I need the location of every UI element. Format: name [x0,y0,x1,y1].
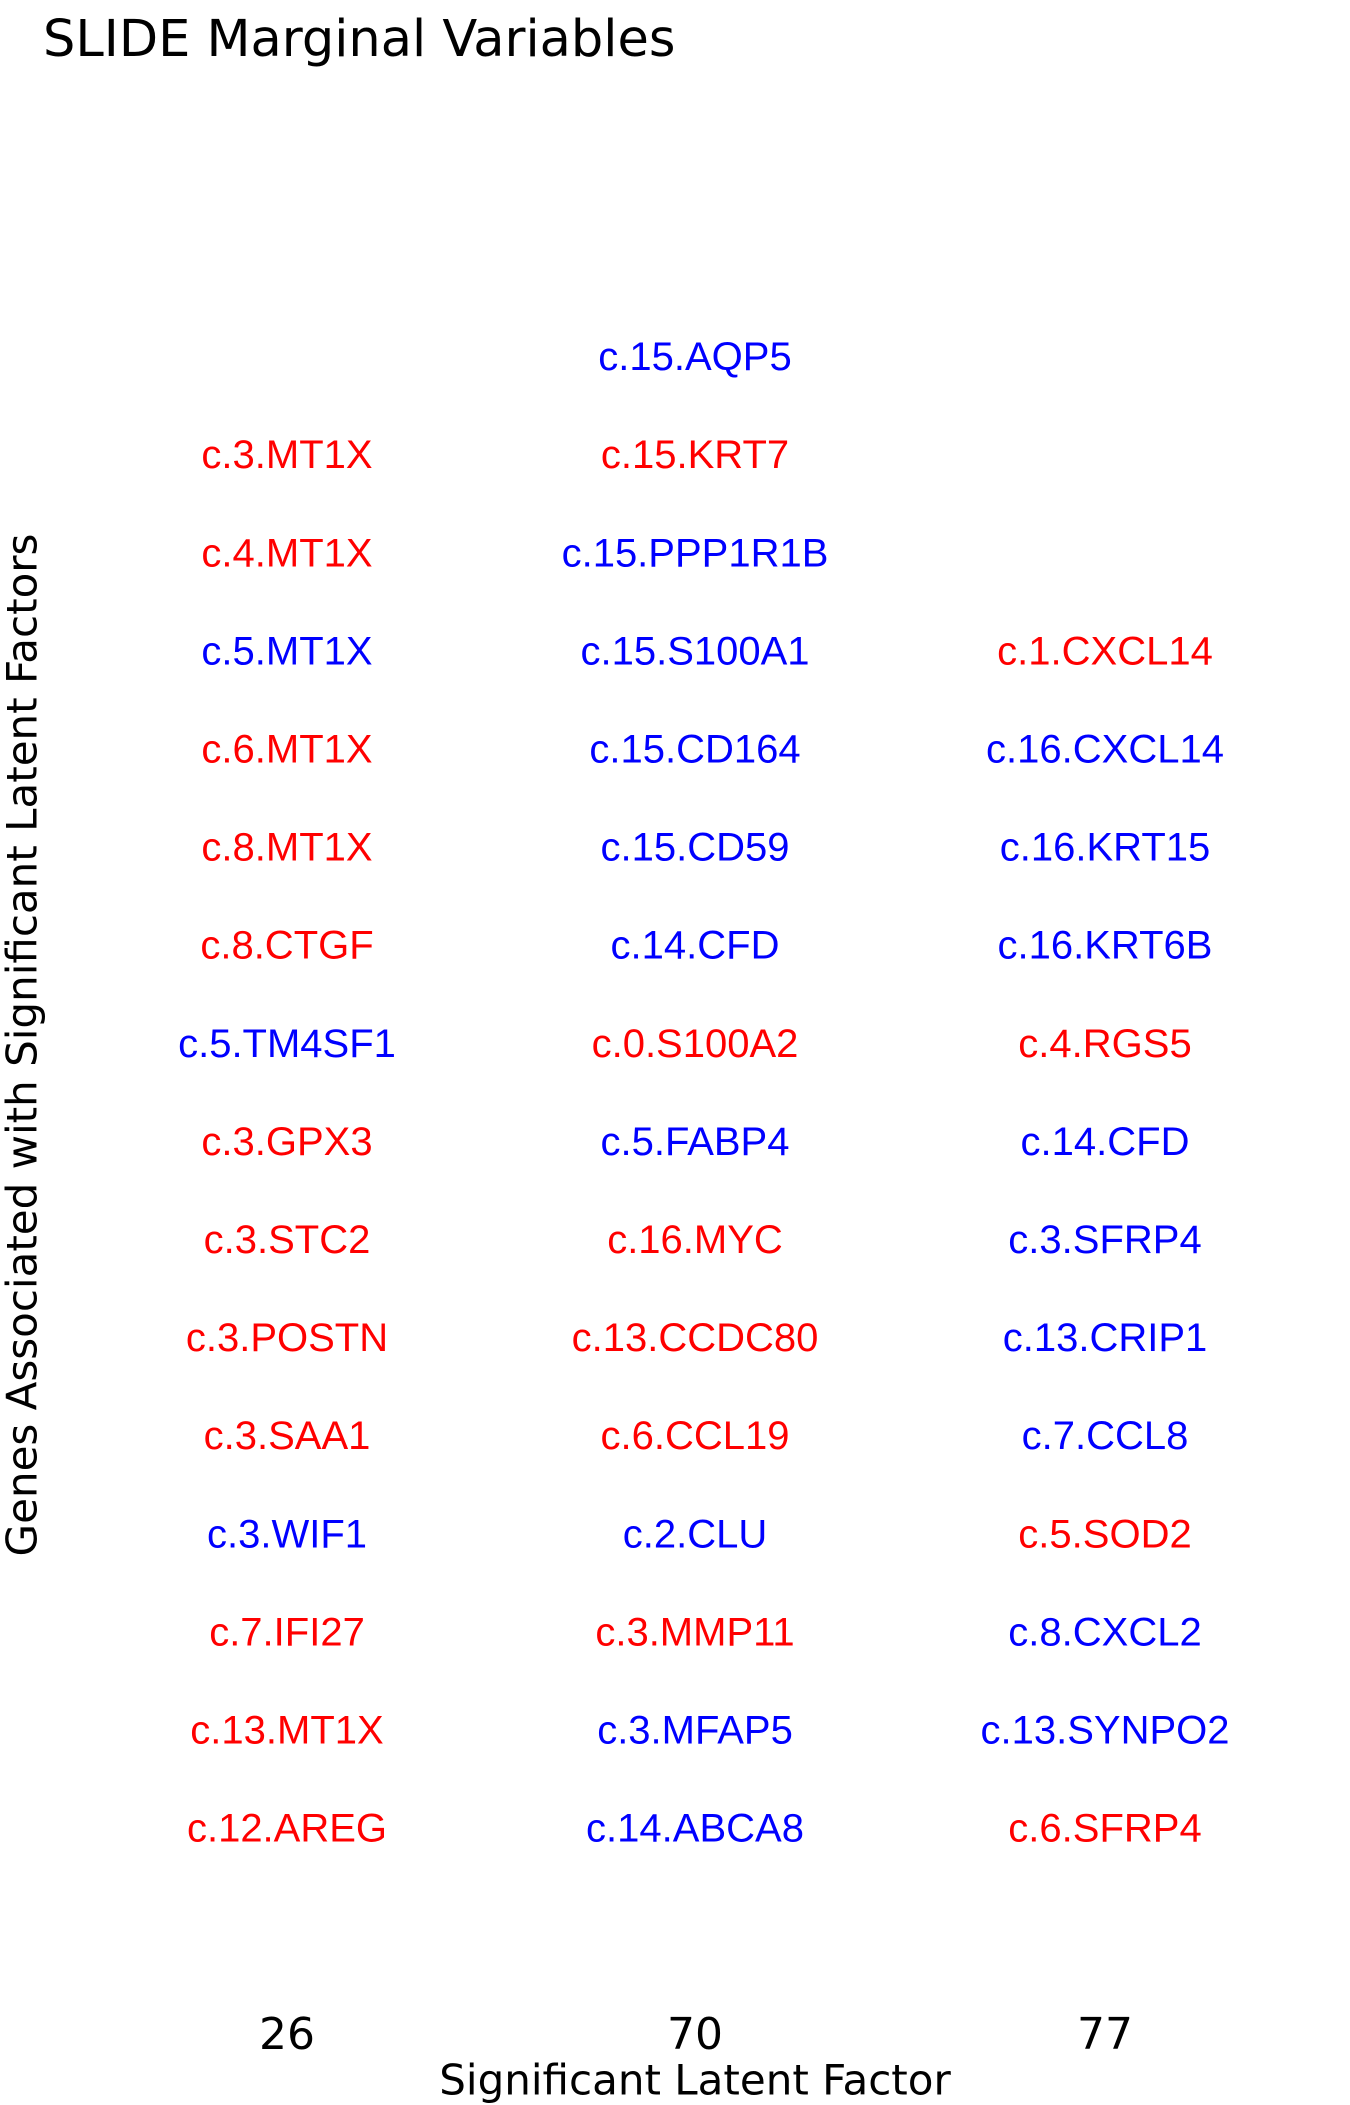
gene-label: c.4.RGS5 [1018,1022,1191,1066]
gene-label: c.16.KRT15 [1000,826,1211,870]
gene-label: c.16.CXCL14 [986,727,1224,771]
gene-label: c.5.FABP4 [601,1120,790,1164]
gene-label: c.3.MFAP5 [597,1708,793,1752]
gene-label: c.3.POSTN [186,1316,388,1360]
gene-label: c.6.CCL19 [601,1414,790,1458]
y-axis-label: Genes Associated with Significant Latent… [0,533,47,1557]
x-tick-label: 70 [667,2009,723,2060]
gene-label: c.2.CLU [623,1512,768,1556]
gene-label: c.8.CXCL2 [1008,1610,1201,1654]
chart-title: SLIDE Marginal Variables [43,10,676,69]
gene-label: c.16.KRT6B [998,924,1213,968]
gene-label: c.3.STC2 [204,1218,371,1262]
x-tick-label: 26 [259,2009,315,2060]
gene-label: c.14.CFD [611,924,780,968]
gene-label: c.4.MT1X [201,531,372,575]
gene-label: c.15.CD59 [601,826,790,870]
gene-label: c.15.KRT7 [601,433,789,477]
gene-label: c.15.CD164 [589,727,800,771]
gene-label: c.8.MT1X [201,826,372,870]
gene-label: c.14.CFD [1021,1120,1190,1164]
gene-label: c.13.CCDC80 [572,1316,819,1360]
gene-label: c.6.SFRP4 [1008,1807,1201,1851]
gene-label: c.3.MMP11 [595,1610,794,1654]
gene-label: c.0.S100A2 [592,1022,799,1066]
gene-label: c.3.SAA1 [204,1414,371,1458]
gene-label: c.8.CTGF [200,924,373,968]
gene-label: c.12.AREG [187,1807,387,1851]
gene-label: c.3.MT1X [201,433,372,477]
gene-label: c.16.MYC [607,1218,783,1262]
gene-label: c.5.SOD2 [1018,1512,1191,1556]
gene-label: c.15.S100A1 [580,629,809,673]
gene-label: c.7.CCL8 [1022,1414,1189,1458]
gene-label: c.13.SYNPO2 [980,1708,1229,1752]
gene-label: c.3.SFRP4 [1008,1218,1201,1262]
gene-label: c.5.TM4SF1 [178,1022,396,1066]
gene-label: c.15.PPP1R1B [562,531,829,575]
gene-label: c.5.MT1X [201,629,372,673]
x-axis-label: Significant Latent Factor [439,2055,951,2105]
gene-label: c.13.CRIP1 [1003,1316,1208,1360]
gene-label: c.13.MT1X [190,1708,383,1752]
gene-label: c.15.AQP5 [598,335,791,379]
gene-label: c.1.CXCL14 [997,629,1213,673]
gene-label: c.3.WIF1 [207,1512,367,1556]
gene-label: c.14.ABCA8 [586,1807,804,1851]
gene-label: c.3.GPX3 [201,1120,372,1164]
x-tick-label: 77 [1077,2009,1133,2060]
gene-label: c.6.MT1X [201,727,372,771]
gene-label: c.7.IFI27 [209,1610,365,1654]
